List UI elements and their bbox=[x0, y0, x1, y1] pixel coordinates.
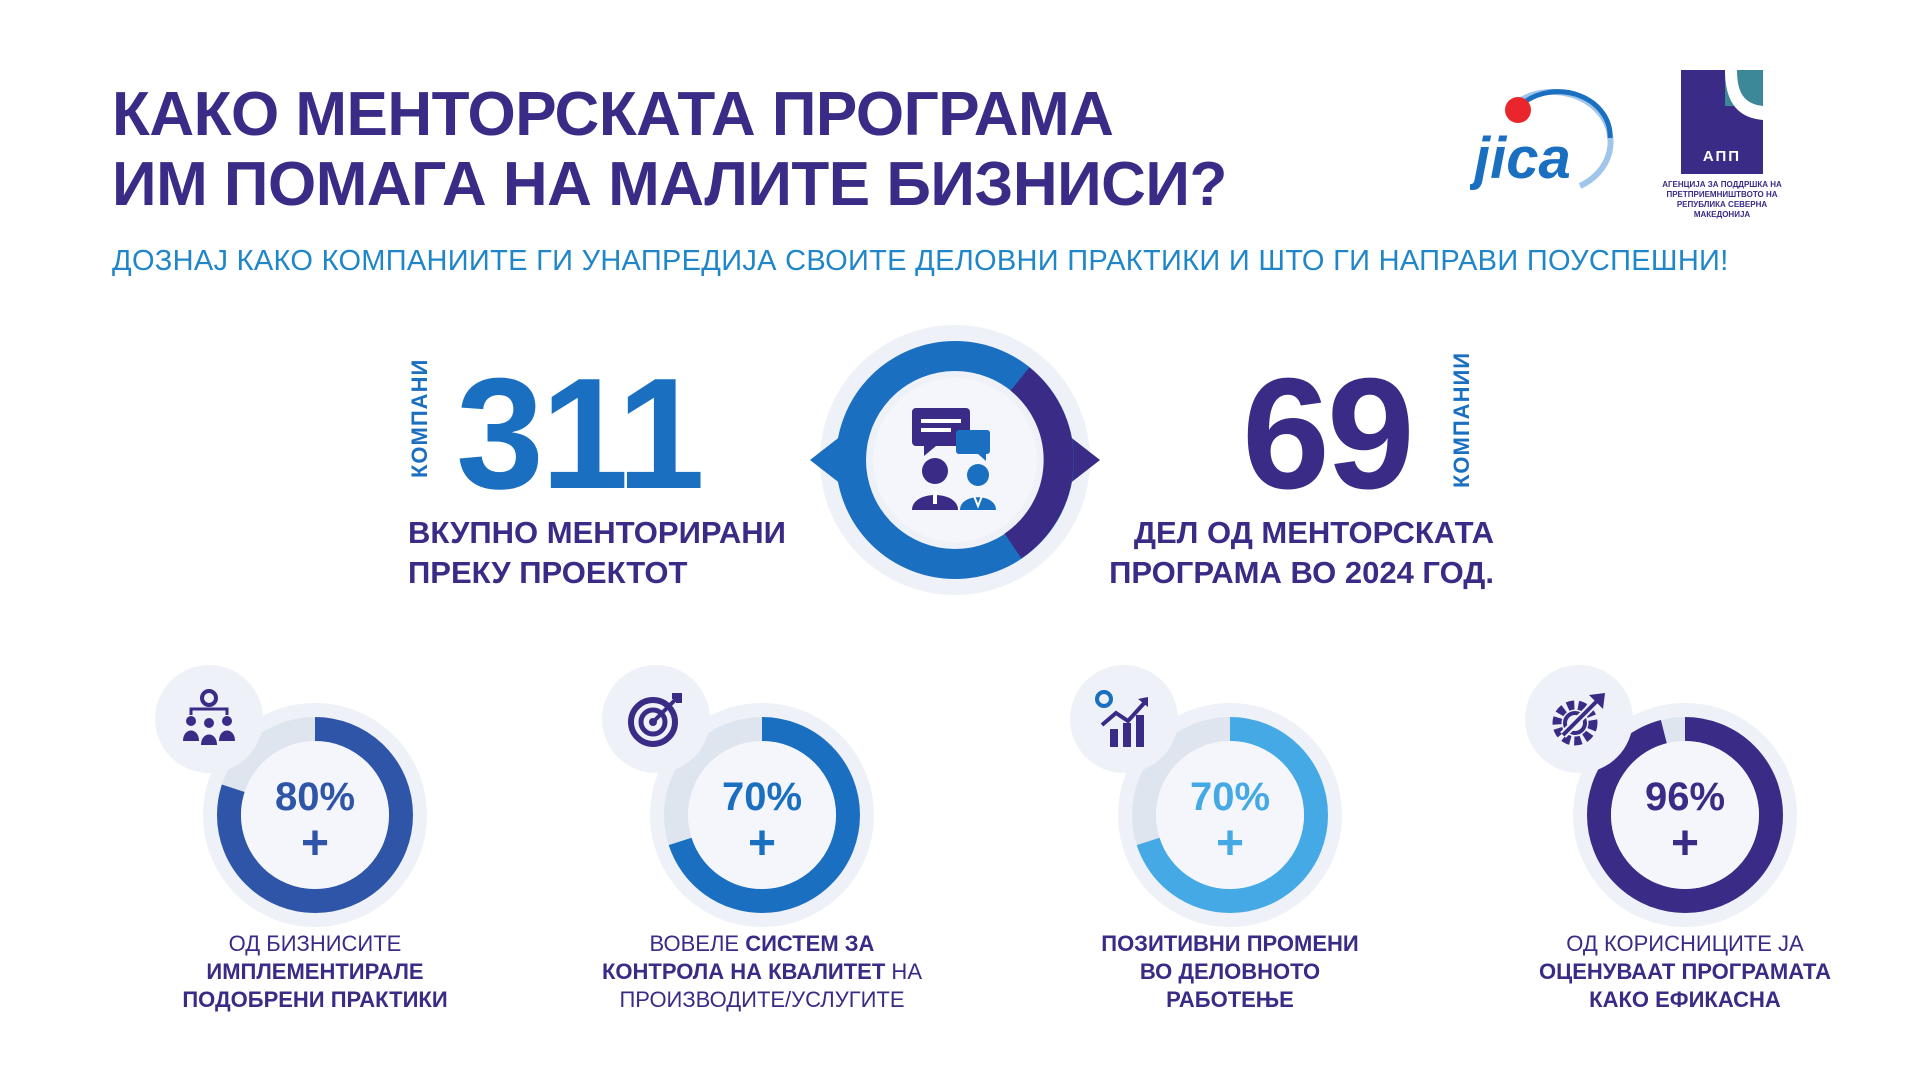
jica-logo: jica bbox=[1467, 68, 1620, 193]
app-caption-line-3: РЕПУБЛИКА СЕВЕРНА МАКЕДОНИЈА bbox=[1676, 200, 1768, 219]
app-logo: АПП АГЕНЦИЈА ЗА ПОДДРШКА НА ПРЕТПРИЕМНИШ… bbox=[1662, 70, 1795, 219]
metric-1-caption-bold-2: ПОДОБРЕНИ ПРАКТИКИ bbox=[182, 987, 448, 1012]
growth-chart-icon bbox=[1070, 665, 1178, 773]
metric-2-arc bbox=[664, 717, 860, 913]
metric-1-plus: + bbox=[300, 817, 330, 870]
left-caption-line-2: ПРЕКУ ПРОЕКТОТ bbox=[408, 555, 688, 590]
jica-logo-text: jica bbox=[1470, 126, 1571, 191]
metric-3-ring: 70% + bbox=[1110, 695, 1350, 935]
app-caption-line-2: ПРЕТПРИЕМНИШТВОТО НА bbox=[1666, 190, 1778, 199]
metric-2-caption: ВОВЕЛЕ СИСТЕМ ЗА КОНТРОЛА НА КВАЛИТЕТ НА… bbox=[582, 930, 942, 1014]
left-stat-value: 311 bbox=[456, 346, 705, 522]
metric-3-caption-bold-1: ПОЗИТИВНИ ПРОМЕНИ bbox=[1101, 931, 1359, 956]
left-caption-line-1: ВКУПНО МЕНТОРИРАНИ bbox=[408, 515, 786, 550]
right-caption-line-1: ДЕЛ ОД МЕНТОРСКАТА bbox=[1133, 515, 1494, 550]
metric-3-plus: + bbox=[1215, 817, 1245, 870]
metric-3-ring-svg bbox=[1118, 703, 1342, 927]
metric-3-caption-bold-2: ВО ДЕЛОВНОТО bbox=[1139, 959, 1321, 984]
gear-arrow-icon bbox=[1525, 665, 1633, 773]
right-stat-unit: КОМПАНИИ bbox=[1449, 351, 1474, 488]
metric-4-caption-bold-1: ОЦЕНУВААТ ПРОГРАМАТА bbox=[1539, 959, 1831, 984]
metric-2-caption-post: ПРОИЗВОДИТЕ/УСЛУГИТЕ bbox=[619, 987, 905, 1012]
metric-2-caption-mid: НА bbox=[885, 959, 922, 984]
metric-1-caption-pre: ОД БИЗНИСИТЕ bbox=[228, 931, 402, 956]
metric-1-caption: ОД БИЗНИСИТЕ ИМПЛЕМЕНТИРАЛЕ ПОДОБРЕНИ ПР… bbox=[135, 930, 495, 1014]
right-caption-line-2: ПРОГРАМА ВО 2024 ГОД. bbox=[1109, 555, 1494, 590]
metric-1-ring: 80% + bbox=[195, 695, 435, 935]
page-subtitle: ДОЗНАЈ КАКО КОМПАНИИТЕ ГИ УНАПРЕДИЈА СВО… bbox=[112, 245, 1729, 277]
metric-3-caption: ПОЗИТИВНИ ПРОМЕНИ ВО ДЕЛОВНОТО РАБОТЕЊЕ bbox=[1050, 930, 1410, 1014]
metric-2-ring: 70% + bbox=[642, 695, 882, 935]
metric-4-caption: ОД КОРИСНИЦИТЕ ЈА ОЦЕНУВААТ ПРОГРАМАТА К… bbox=[1505, 930, 1865, 1014]
center-mentoring-graphic bbox=[800, 320, 1110, 600]
metric-3-arc bbox=[1132, 717, 1328, 913]
metric-2-plus: + bbox=[747, 817, 777, 870]
app-logo-caption: АГЕНЦИЈА ЗА ПОДДРШКА НА ПРЕТПРИЕМНИШТВОТ… bbox=[1657, 180, 1787, 220]
metric-3-caption-bold-3: РАБОТЕЊЕ bbox=[1166, 987, 1294, 1012]
page-title: КАКО МЕНТОРСКАТА ПРОГРАМА ИМ ПОМАГА НА М… bbox=[112, 80, 1227, 220]
metric-4-arc bbox=[1587, 717, 1783, 913]
metric-1-ring-svg bbox=[203, 703, 427, 927]
app-caption-line-1: АГЕНЦИЈА ЗА ПОДДРШКА НА bbox=[1662, 180, 1782, 189]
right-stat-value: 69 bbox=[1242, 346, 1415, 522]
metric-4-ring: 96% + bbox=[1565, 695, 1805, 935]
mentoring-chat-icon bbox=[912, 408, 996, 510]
metric-1-percent: 80% bbox=[274, 775, 356, 819]
metric-1-arc bbox=[217, 717, 413, 913]
metric-2-ring-svg bbox=[650, 703, 874, 927]
metric-3-percent: 70% bbox=[1189, 775, 1271, 819]
metric-2-caption-bold-2: КОНТРОЛА НА КВАЛИТЕТ bbox=[601, 959, 886, 984]
left-stat-unit: КОМПАНИ bbox=[407, 358, 432, 478]
metric-4-ring-svg bbox=[1573, 703, 1797, 927]
team-gear-icon bbox=[155, 665, 263, 773]
app-logo-text: АПП bbox=[1702, 148, 1742, 165]
metric-4-plus: + bbox=[1670, 817, 1700, 870]
right-stat-caption: ДЕЛ ОД МЕНТОРСКАТА ПРОГРАМА ВО 2024 ГОД. bbox=[1090, 513, 1494, 593]
title-line-2: ИМ ПОМАГА НА МАЛИТЕ БИЗНИСИ? bbox=[112, 150, 1227, 219]
metric-4-percent: 96% bbox=[1644, 775, 1726, 819]
metric-1-caption-bold-1: ИМПЛЕМЕНТИРАЛЕ bbox=[206, 959, 424, 984]
metric-4-caption-pre: ОД КОРИСНИЦИТЕ ЈА bbox=[1566, 931, 1804, 956]
metric-2-caption-bold-1: СИСТЕМ ЗА bbox=[745, 931, 875, 956]
metric-2-caption-pre: ВОВЕЛЕ bbox=[649, 931, 746, 956]
metric-4-caption-bold-2: КАКО ЕФИКАСНА bbox=[1589, 987, 1781, 1012]
title-line-1: КАКО МЕНТОРСКАТА ПРОГРАМА bbox=[112, 80, 1114, 149]
metric-2-percent: 70% bbox=[721, 775, 803, 819]
left-stat-caption: ВКУПНО МЕНТОРИРАНИ ПРЕКУ ПРОЕКТОТ bbox=[408, 513, 786, 593]
target-icon bbox=[602, 665, 710, 773]
